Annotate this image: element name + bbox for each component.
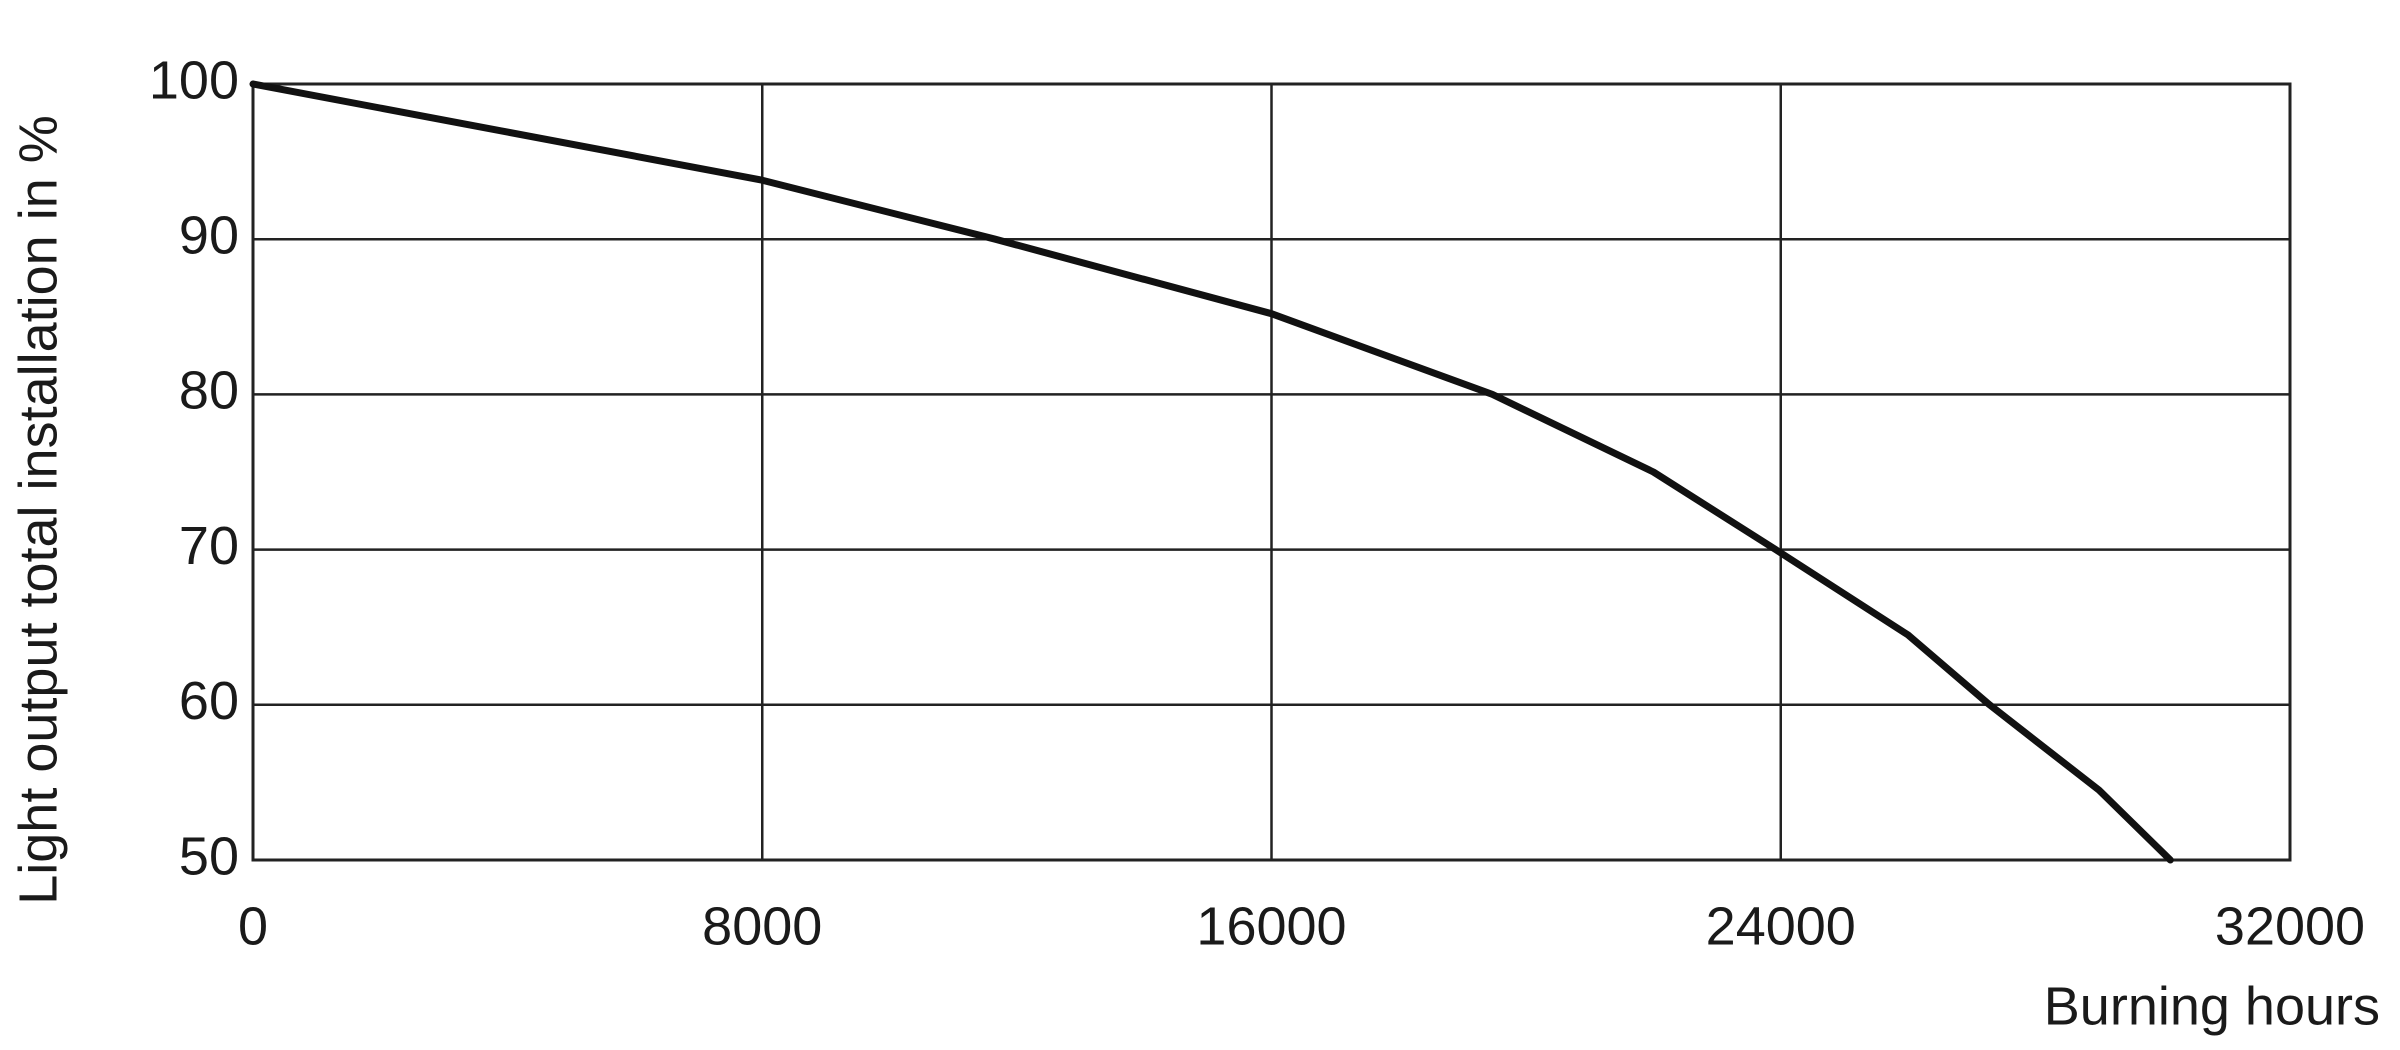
x-axis-label: Burning hours (2044, 976, 2380, 1036)
x-tick-label: 24000 (1706, 896, 1856, 956)
y-axis-label: Light output total installation in % (8, 115, 68, 905)
x-tick-label: 16000 (1196, 896, 1346, 956)
y-tick-label: 50 (179, 826, 239, 886)
y-tick-label: 80 (179, 361, 239, 421)
y-tick-label: 60 (179, 671, 239, 731)
y-tick-label: 90 (179, 205, 239, 265)
plot-frame (251, 82, 2292, 862)
data-line (249, 80, 2174, 864)
x-tick-label: 32000 (2215, 896, 2365, 956)
x-tick-label: 0 (238, 896, 268, 956)
x-tick-label: 8000 (702, 896, 822, 956)
y-tick-label: 100 (149, 50, 239, 110)
y-tick-label: 70 (179, 516, 239, 576)
